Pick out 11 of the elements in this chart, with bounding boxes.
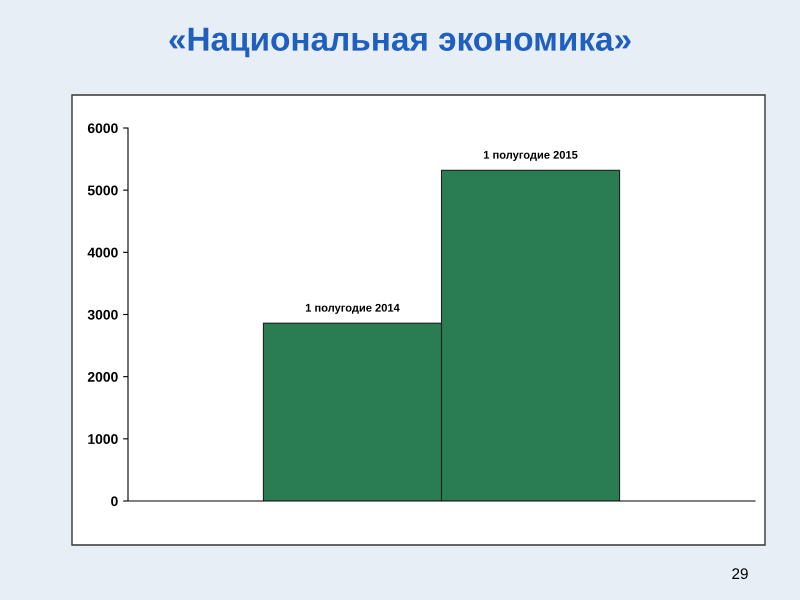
- chart-title: «Национальная экономика»: [169, 28, 631, 58]
- y-tick-label: 2000: [88, 372, 118, 382]
- y-tick-label: 0: [111, 496, 118, 506]
- text: 29: [732, 568, 748, 580]
- series-label: 1 полугодие 2014: [306, 304, 400, 314]
- y-tick-label: 6000: [88, 123, 118, 134]
- y-tick-label: 4000: [88, 248, 118, 258]
- series-label: 1 полугодие 2015: [484, 150, 578, 161]
- y-tick-label: 3000: [88, 310, 118, 320]
- y-tick-label: 5000: [88, 186, 118, 196]
- y-tick-label: 1000: [88, 434, 118, 444]
